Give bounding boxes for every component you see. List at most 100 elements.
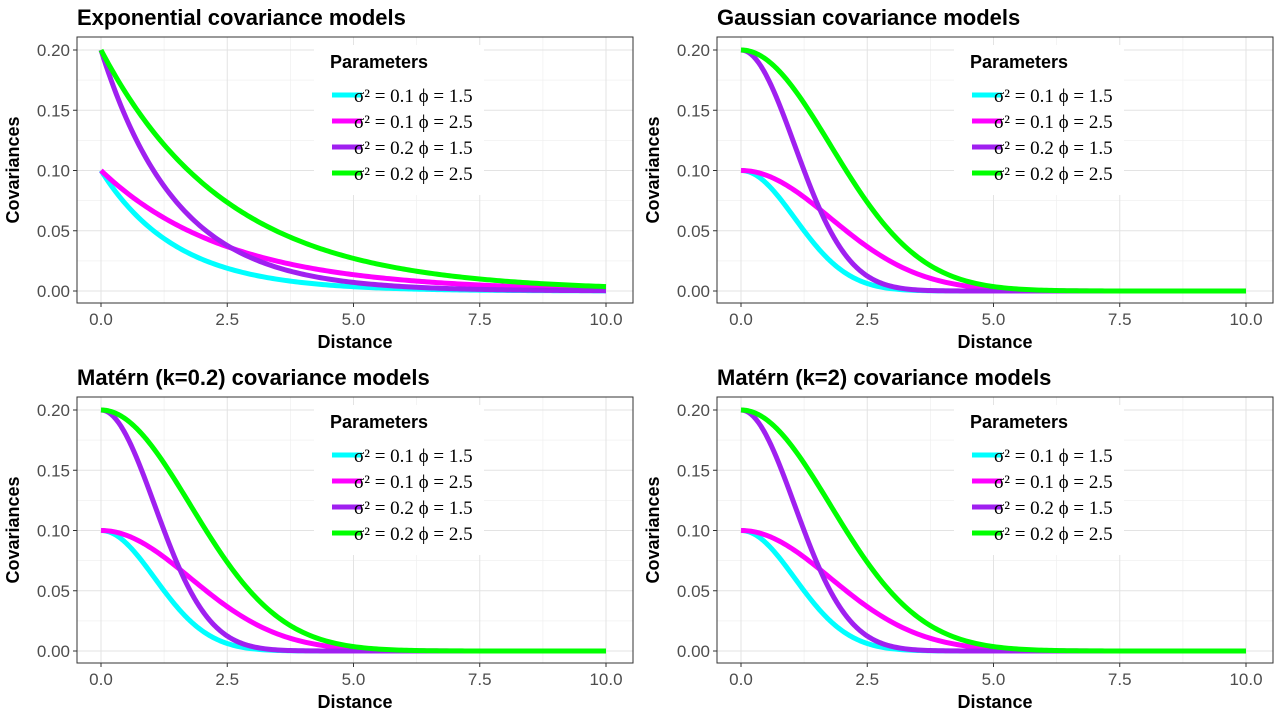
y-tick-label: 0.00 <box>37 642 70 661</box>
x-tick-label: 5.0 <box>342 310 366 329</box>
series-line-4 <box>100 407 606 654</box>
x-tick-label: 5.0 <box>982 670 1006 689</box>
x-tick-label: 7.5 <box>1108 670 1132 689</box>
legend: Parameters σ² = 0.1 ϕ = 1.5 σ² = 0.1 ϕ = 2… <box>954 405 1124 555</box>
x-tick-label: 0.0 <box>729 310 753 329</box>
series-line-4 <box>98 48 607 290</box>
x-tick-label: 10.0 <box>589 670 622 689</box>
series-line-3 <box>98 49 607 294</box>
y-tick-label: 0.20 <box>677 41 710 60</box>
legend-title: Parameters <box>970 52 1068 72</box>
chart-panel-2: 0.0 2.5 5.0 7.5 10.0 0.00 0.05 0.10 0.15 0.20 Gaus… <box>643 5 1274 352</box>
x-tick-label: 10.0 <box>1229 670 1262 689</box>
legend: Parameters σ² = 0.1 ϕ = 1.5 σ² = 0.1 ϕ = 2… <box>314 45 484 195</box>
legend-label: σ² = 0.2 ϕ = 1.5 <box>354 498 473 519</box>
legend-item-3: σ² = 0.2 ϕ = 1.5 <box>972 498 1113 519</box>
chart-title: Matérn (k=2) covariance models <box>717 365 1051 390</box>
legend-item-1: σ² = 0.1 ϕ = 1.5 <box>332 446 473 467</box>
legend-item-2: σ² = 0.1 ϕ = 2.5 <box>332 112 473 133</box>
legend-title: Parameters <box>330 52 428 72</box>
y-tick-label: 0.10 <box>37 162 70 181</box>
series-line-4 <box>740 407 1246 654</box>
y-tick-label: 0.05 <box>37 222 70 241</box>
chart-panel-4: 0.0 2.5 5.0 7.5 10.0 0.00 0.05 0.10 0.15 0.20 Maté… <box>643 365 1274 712</box>
x-tick-label: 10.0 <box>1229 310 1262 329</box>
legend-item-4: σ² = 0.2 ϕ = 2.5 <box>332 164 473 185</box>
y-tick-label: 0.15 <box>37 101 70 120</box>
legend-item-2: σ² = 0.1 ϕ = 2.5 <box>972 472 1113 493</box>
legend-label: σ² = 0.1 ϕ = 2.5 <box>354 112 473 133</box>
legend-label: σ² = 0.2 ϕ = 1.5 <box>994 138 1113 159</box>
legend-label: σ² = 0.1 ϕ = 2.5 <box>354 472 473 493</box>
x-tick-label: 2.5 <box>215 310 239 329</box>
legend: Parameters σ² = 0.1 ϕ = 1.5 σ² = 0.1 ϕ = 2… <box>314 405 484 555</box>
x-tick-label: 2.5 <box>215 670 239 689</box>
series-line-2 <box>99 168 607 292</box>
y-axis-title: Covariances <box>643 116 663 223</box>
y-tick-label: 0.15 <box>677 101 710 120</box>
y-tick-label: 0.00 <box>677 642 710 661</box>
legend-item-4: σ² = 0.2 ϕ = 2.5 <box>332 524 473 545</box>
legend-label: σ² = 0.2 ϕ = 1.5 <box>354 138 473 159</box>
x-tick-label: 2.5 <box>855 310 879 329</box>
legend-item-4: σ² = 0.2 ϕ = 2.5 <box>972 164 1113 185</box>
legend-label: σ² = 0.1 ϕ = 2.5 <box>994 472 1113 493</box>
y-tick-label: 0.15 <box>37 461 70 480</box>
x-tick-label: 7.5 <box>1108 310 1132 329</box>
legend-label: σ² = 0.2 ϕ = 1.5 <box>994 498 1113 519</box>
x-tick-label: 5.0 <box>342 670 366 689</box>
chart-title: Matérn (k=0.2) covariance models <box>77 365 430 390</box>
x-tick-label: 2.5 <box>855 670 879 689</box>
legend-label: σ² = 0.1 ϕ = 2.5 <box>994 112 1113 133</box>
chart-title: Gaussian covariance models <box>717 5 1020 30</box>
legend-label: σ² = 0.2 ϕ = 2.5 <box>354 524 473 545</box>
x-axis-title: Distance <box>317 692 392 712</box>
y-axis-title: Covariances <box>3 116 23 223</box>
y-tick-label: 0.05 <box>37 582 70 601</box>
y-tick-label: 0.05 <box>677 582 710 601</box>
chart-panel-3: 0.0 2.5 5.0 7.5 10.0 0.00 0.05 0.10 0.15 0.20 Maté… <box>3 365 634 712</box>
y-tick-label: 0.20 <box>37 401 70 420</box>
legend-item-3: σ² = 0.2 ϕ = 1.5 <box>972 138 1113 159</box>
series-line-4 <box>740 47 1246 294</box>
y-tick-label: 0.10 <box>677 522 710 541</box>
legend-label: σ² = 0.1 ϕ = 1.5 <box>994 86 1113 107</box>
x-axis-title: Distance <box>957 692 1032 712</box>
legend-title: Parameters <box>970 412 1068 432</box>
legend-label: σ² = 0.1 ϕ = 1.5 <box>994 446 1113 467</box>
legend-item-3: σ² = 0.2 ϕ = 1.5 <box>332 138 473 159</box>
x-axis-title: Distance <box>317 332 392 352</box>
legend-item-3: σ² = 0.2 ϕ = 1.5 <box>332 498 473 519</box>
legend-label: σ² = 0.2 ϕ = 2.5 <box>994 524 1113 545</box>
legend-label: σ² = 0.2 ϕ = 2.5 <box>354 164 473 185</box>
x-tick-label: 0.0 <box>729 670 753 689</box>
x-tick-label: 0.0 <box>89 670 113 689</box>
legend-item-1: σ² = 0.1 ϕ = 1.5 <box>332 86 473 107</box>
legend-label: σ² = 0.2 ϕ = 2.5 <box>994 164 1113 185</box>
y-tick-label: 0.10 <box>677 162 710 181</box>
y-tick-label: 0.20 <box>677 401 710 420</box>
y-tick-label: 0.15 <box>677 461 710 480</box>
x-axis-title: Distance <box>957 332 1032 352</box>
y-axis-title: Covariances <box>643 476 663 583</box>
x-tick-label: 7.5 <box>468 670 492 689</box>
legend-item-2: σ² = 0.1 ϕ = 2.5 <box>972 112 1113 133</box>
x-tick-label: 5.0 <box>982 310 1006 329</box>
legend: Parameters σ² = 0.1 ϕ = 1.5 σ² = 0.1 ϕ = 2… <box>954 45 1124 195</box>
legend-item-4: σ² = 0.2 ϕ = 2.5 <box>972 524 1113 545</box>
legend-item-2: σ² = 0.1 ϕ = 2.5 <box>332 472 473 493</box>
y-tick-label: 0.10 <box>37 522 70 541</box>
y-tick-label: 0.20 <box>37 41 70 60</box>
y-tick-label: 0.00 <box>677 282 710 301</box>
legend-label: σ² = 0.1 ϕ = 1.5 <box>354 446 473 467</box>
legend-item-1: σ² = 0.1 ϕ = 1.5 <box>972 86 1113 107</box>
x-tick-label: 0.0 <box>89 310 113 329</box>
chart-title: Exponential covariance models <box>77 5 406 30</box>
y-tick-label: 0.00 <box>37 282 70 301</box>
x-tick-label: 10.0 <box>589 310 622 329</box>
legend-label: σ² = 0.1 ϕ = 1.5 <box>354 86 473 107</box>
chart-panel-1: 0.0 2.5 5.0 7.5 10.0 0.00 0.05 0.10 0.15 0.20 Expo… <box>3 5 634 352</box>
x-tick-label: 7.5 <box>468 310 492 329</box>
y-tick-label: 0.05 <box>677 222 710 241</box>
